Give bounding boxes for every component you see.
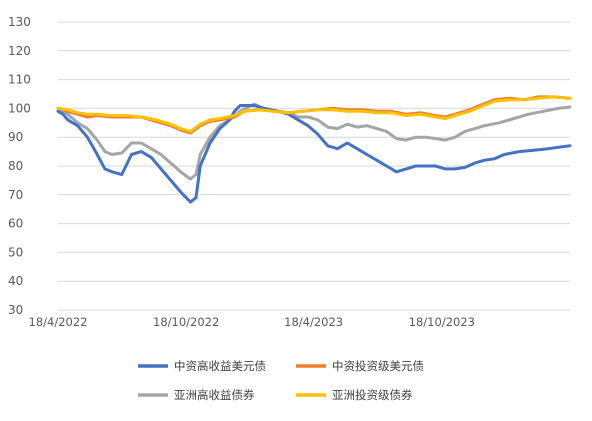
- y-tick-label: 100: [8, 101, 31, 115]
- y-tick-label: 130: [8, 15, 31, 29]
- legend-label-2: 中资投资级美元债: [332, 359, 424, 373]
- y-tick-label: 110: [8, 73, 31, 87]
- legend-label-3: 亚洲高收益债券: [174, 388, 255, 402]
- gridlines: [58, 21, 570, 311]
- legend-label-1: 中资高收益美元债: [174, 359, 266, 373]
- y-tick-label: 80: [8, 159, 23, 173]
- legend-label-4: 亚洲投资级债券: [332, 388, 413, 402]
- series-line-1: [56, 104, 572, 204]
- y-tick-label: 70: [8, 188, 23, 202]
- y-tick-label: 50: [8, 245, 23, 259]
- y-tick-label: 40: [8, 274, 23, 288]
- y-tick-label: 30: [8, 303, 23, 317]
- x-tick-label: 18/4/2023: [284, 315, 343, 329]
- series-line-4: [56, 95, 572, 133]
- y-tick-label: 90: [8, 130, 23, 144]
- y-tick-label: 60: [8, 217, 23, 231]
- y-axis-ticks: 30 40 50 60 70 80 90 100 110 120 130: [8, 15, 31, 317]
- x-tick-label: 18/4/2022: [29, 315, 88, 329]
- x-tick-label: 18/10/2023: [409, 315, 475, 329]
- series-line-3: [56, 102, 572, 181]
- x-axis-ticks: 18/4/2022 18/10/2022 18/4/2023 18/10/2023: [29, 315, 475, 329]
- y-tick-label: 120: [8, 44, 31, 58]
- series-lines: [56, 95, 572, 204]
- x-tick-label: 18/10/2022: [153, 315, 219, 329]
